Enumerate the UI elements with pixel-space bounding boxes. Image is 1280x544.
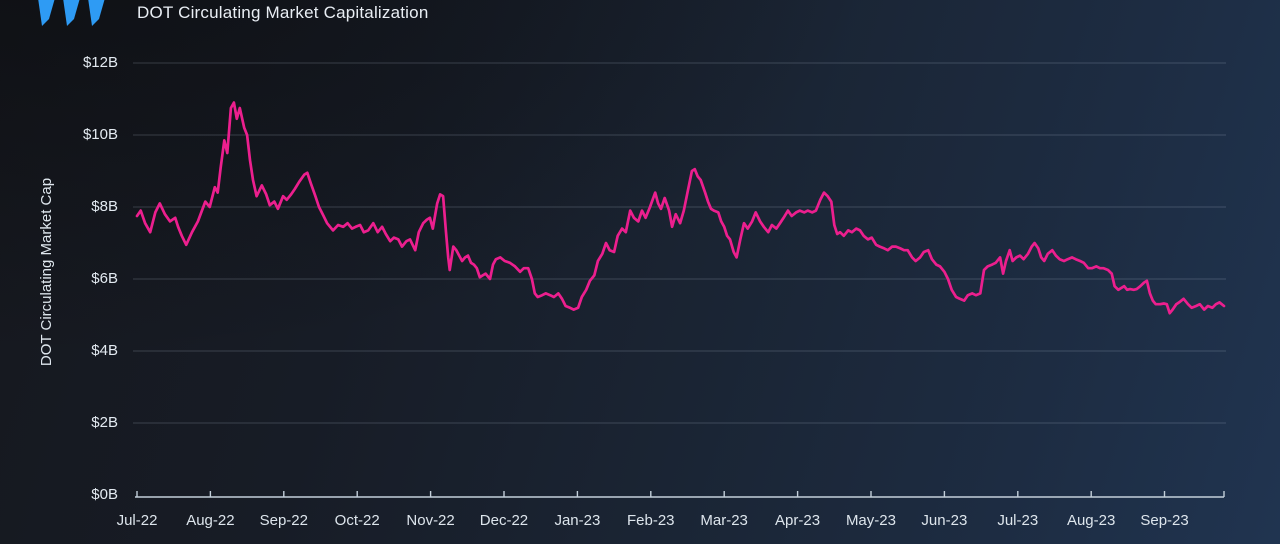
dot-marketcap-series-line[interactable] [135, 101, 1226, 315]
y-axis-tick-labels: $12B $10B $8B $6B $4B $2B $0B [48, 0, 118, 544]
x-tick-label: Jul-23 [997, 512, 1039, 529]
page-title: DOT Circulating Market Capitalization [137, 3, 429, 22]
x-tick-label: Mar-23 [700, 512, 748, 529]
x-tick-label: Apr-23 [775, 512, 821, 529]
messari-logo-icon [38, 0, 105, 26]
messari-logo-ribbon [88, 0, 105, 26]
y-tick-label: $4B [91, 342, 118, 359]
messari-logo-ribbon [63, 0, 80, 26]
x-tick-label: Aug-22 [186, 512, 235, 529]
x-tick-label: Nov-22 [406, 512, 455, 529]
x-tick-label: Jan-23 [554, 512, 601, 529]
y-tick-label: $12B [82, 54, 118, 71]
x-tick-label: Oct-22 [334, 512, 380, 529]
x-tick-label: Jun-23 [921, 512, 968, 529]
y-tick-label: $8B [91, 198, 118, 215]
y-tick-label: $6B [91, 270, 118, 287]
y-tick-label: $2B [91, 414, 118, 431]
x-tick-label: Dec-22 [479, 512, 529, 529]
x-axis-tick-labels: Jul-22 Aug-22 Sep-22 Oct-22 Nov-22 Dec-22 Jan-… [0, 511, 1280, 533]
x-tick-label: Aug-23 [1066, 512, 1116, 529]
x-tick-label: May-23 [845, 512, 896, 529]
messari-logo-ribbon [38, 0, 55, 26]
x-tick-label: Sep-23 [1140, 512, 1189, 529]
x-tick-label: Sep-22 [259, 512, 308, 529]
y-tick-label: $10B [82, 126, 118, 143]
x-tick-label: Feb-23 [627, 512, 675, 529]
y-tick-label: $0B [91, 486, 118, 503]
x-tick-label: Jul-22 [116, 512, 158, 529]
